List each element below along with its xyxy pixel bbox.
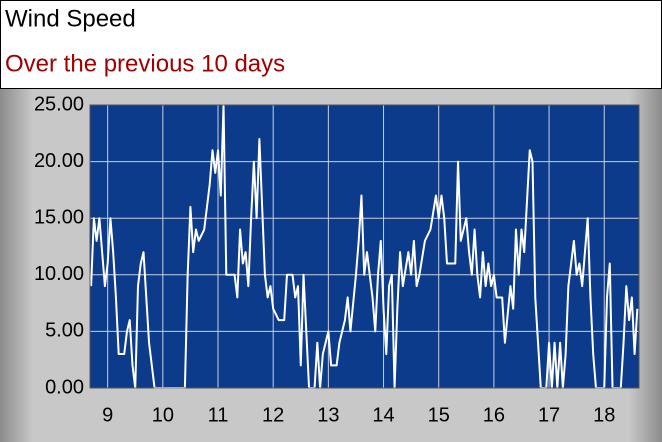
x-tick-label: 11	[208, 404, 229, 426]
y-tick-label: 10.00	[34, 263, 84, 285]
x-tick-label: 13	[317, 404, 339, 426]
y-tick-label: 0.00	[45, 376, 84, 398]
x-tick-label: 17	[538, 404, 560, 426]
plot-border	[89, 104, 640, 389]
x-tick-label: 12	[262, 404, 284, 426]
x-tick-label: 9	[102, 404, 113, 426]
y-tick-label: 25.00	[34, 93, 84, 115]
y-tick-label: 15.00	[34, 206, 84, 228]
y-tick-label: 20.00	[34, 150, 84, 172]
data-line	[90, 104, 639, 389]
x-tick-label: 15	[428, 404, 450, 426]
plot-background	[90, 105, 639, 388]
x-tick-label: 10	[152, 404, 174, 426]
chart-subtitle: Over the previous 10 days	[5, 50, 285, 77]
x-tick-label: 16	[483, 404, 505, 426]
header	[0, 0, 662, 89]
chart-title: Wind Speed	[5, 5, 136, 32]
x-tick-label: 18	[593, 404, 615, 426]
x-tick-label: 14	[372, 404, 394, 426]
y-tick-label: 5.00	[45, 320, 84, 342]
